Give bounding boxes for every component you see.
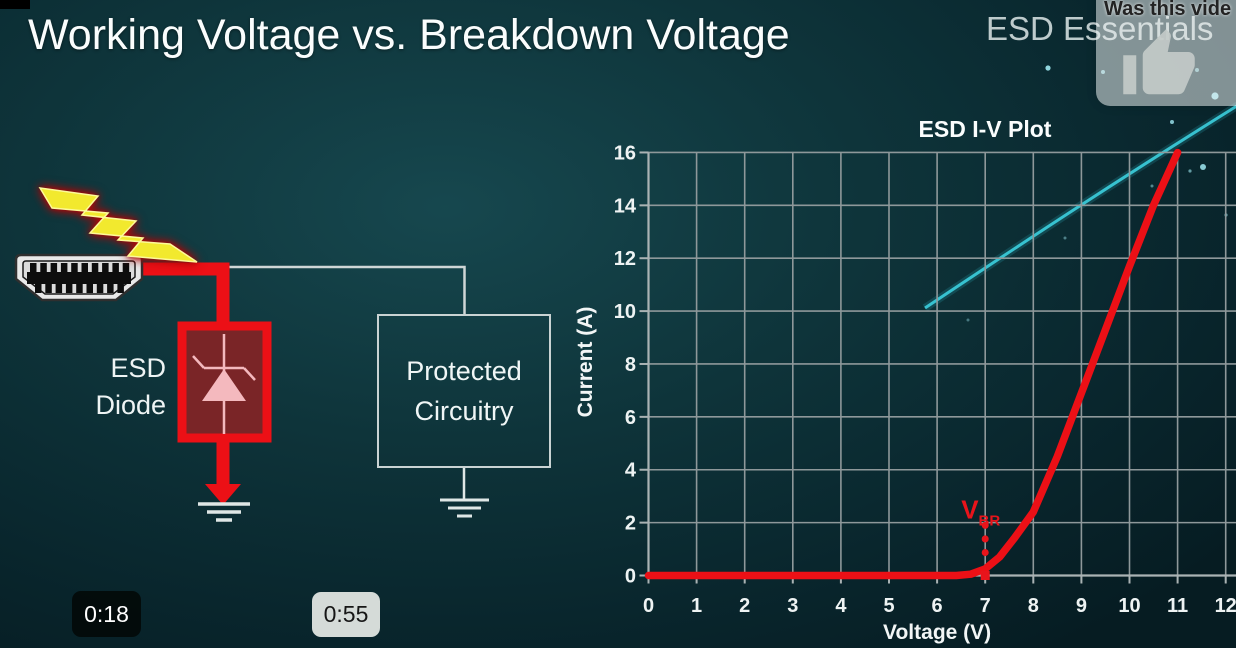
- lightning-bolt-icon: [38, 187, 198, 263]
- y-tick-label: 16: [614, 142, 636, 164]
- y-tick-label: 14: [614, 195, 637, 217]
- x-tick-label: 6: [932, 595, 943, 617]
- protected-circuitry-box: Protected Circuitry: [377, 314, 551, 468]
- chart-title: ESD I-V Plot: [919, 116, 1052, 142]
- timestamp-chip: 0:18: [72, 591, 141, 637]
- letterbox-notch: [0, 0, 30, 9]
- x-tick-label: 4: [835, 595, 847, 617]
- esd-path-wire: [140, 262, 230, 322]
- y-tick-label: 2: [625, 513, 636, 535]
- x-tick-label: 12: [1215, 595, 1236, 617]
- page-title: Working Voltage vs. Breakdown Voltage: [28, 11, 790, 59]
- x-tick-label: 0: [643, 595, 654, 617]
- x-tick-label: 11: [1167, 595, 1188, 617]
- x-tick-label: 9: [1076, 595, 1087, 617]
- x-tick-label: 2: [739, 595, 750, 617]
- x-tick-label: 10: [1118, 595, 1140, 617]
- hdmi-connector-icon: [14, 253, 144, 302]
- zener-diode-symbol: [192, 334, 256, 434]
- poll-card-overlay[interactable]: Was this vide: [1096, 0, 1236, 106]
- x-axis-label: Voltage (V): [883, 621, 991, 644]
- y-tick-label: 6: [625, 407, 636, 429]
- vbr-marker: [980, 571, 990, 580]
- x-tick-label: 5: [883, 595, 894, 617]
- current-arrow-icon: [205, 484, 241, 505]
- y-tick-label: 8: [625, 354, 636, 376]
- protected-circuitry-label: Protected Circuitry: [406, 356, 522, 426]
- y-tick-label: 0: [625, 566, 636, 588]
- x-tick-label: 8: [1028, 595, 1039, 617]
- y-tick-label: 12: [614, 248, 636, 270]
- y-tick-label: 10: [614, 301, 636, 323]
- vbr-annotation: VBR: [961, 494, 1000, 529]
- iv-curve: [644, 148, 1182, 580]
- y-tick-label: 4: [625, 460, 637, 482]
- poll-question-text: Was this vide: [1104, 0, 1232, 20]
- x-tick-label: 1: [691, 595, 702, 617]
- y-axis-label: Current (A): [574, 307, 597, 418]
- ground-symbol: [440, 468, 489, 518]
- x-tick-label: 7: [980, 595, 991, 617]
- light-streak-decoration: [924, 104, 1236, 310]
- thumbs-up-icon[interactable]: [1118, 26, 1200, 104]
- signal-wire: [228, 265, 466, 315]
- x-tick-label: 3: [787, 595, 798, 617]
- ground-symbol: [198, 502, 250, 522]
- timestamp-chip: 0:55: [312, 592, 380, 637]
- esd-diode-label: ESD Diode: [95, 353, 166, 420]
